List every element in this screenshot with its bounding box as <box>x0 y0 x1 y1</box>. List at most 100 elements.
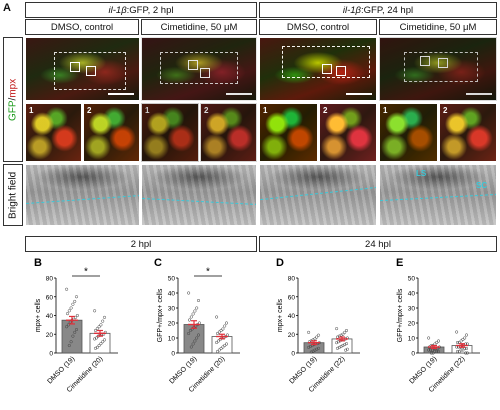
data-point <box>101 319 105 323</box>
data-point <box>315 347 319 351</box>
lesion-outline <box>260 186 376 201</box>
data-point <box>435 349 439 354</box>
condition-header: Cimetidine, 50 μM <box>379 19 497 35</box>
data-point <box>97 325 101 329</box>
roi-box <box>160 52 238 84</box>
data-point <box>73 330 77 334</box>
data-point <box>464 346 469 351</box>
data-point <box>311 349 315 353</box>
y-axis-label: GFP+/mpx+ cells <box>397 288 404 342</box>
zoom-box <box>322 64 332 74</box>
data-point <box>216 339 220 343</box>
micrograph-zoom: 1 <box>379 103 438 162</box>
zoom-number: 1 <box>29 106 34 115</box>
roi-box <box>282 46 370 78</box>
y-axis-label: mpx+ cells <box>35 298 42 332</box>
y-tick-label: 40 <box>408 291 416 298</box>
y-tick-label: 40 <box>288 313 296 320</box>
data-point <box>429 351 433 355</box>
data-point <box>99 342 103 346</box>
gene-name: il-1β <box>108 4 127 16</box>
data-point <box>464 333 469 337</box>
scale-bar <box>226 93 252 95</box>
y-tick-label: 40 <box>46 313 54 320</box>
zoom-box <box>420 56 430 66</box>
y-tick-label: 30 <box>408 306 416 313</box>
micrograph-zoom: 2 <box>200 103 257 162</box>
data-point <box>75 313 79 318</box>
data-point <box>307 345 311 349</box>
data-point <box>94 336 98 340</box>
y-tick-label: 60 <box>288 294 296 301</box>
data-point <box>465 351 469 355</box>
data-point <box>339 344 343 348</box>
data-point <box>93 346 98 350</box>
data-point <box>69 306 73 310</box>
panel-a-label: A <box>3 2 11 14</box>
data-point <box>455 330 459 334</box>
data-point <box>65 325 69 329</box>
zoom-box <box>188 60 198 70</box>
y-tick-label: 40 <box>168 291 176 298</box>
data-point <box>344 328 349 333</box>
data-point <box>69 340 73 344</box>
data-point <box>191 312 195 316</box>
y-tick-label: 20 <box>408 321 416 328</box>
micrograph-overview <box>379 37 497 101</box>
data-point <box>336 340 340 344</box>
y-axis-label: GFP+/mpx+ cells <box>157 288 164 342</box>
data-point <box>344 342 349 346</box>
data-point <box>341 332 345 336</box>
data-point <box>193 339 197 343</box>
data-point <box>196 298 201 303</box>
data-point <box>308 344 312 348</box>
data-point <box>102 338 107 342</box>
condition-header: DMSO, control <box>259 19 377 35</box>
y-label-suffix: + cells <box>277 298 284 319</box>
data-point <box>99 323 103 327</box>
micrograph-brightfield <box>259 164 377 226</box>
data-point <box>315 335 319 339</box>
zoom-box <box>86 66 96 76</box>
data-point <box>455 340 460 345</box>
zoom-number: 1 <box>145 106 150 115</box>
y-axis-label: mpx+ cells <box>277 298 284 332</box>
scale-bar <box>466 93 492 95</box>
panel-label: C <box>154 258 162 269</box>
micrograph-zoom: 2 <box>83 103 140 162</box>
condition-header: Cimetidine, 50 μM <box>141 19 257 35</box>
zoom-number: 2 <box>443 106 448 115</box>
data-point <box>219 328 223 333</box>
category-label: DMSO (19) <box>46 355 76 385</box>
data-point <box>455 349 460 354</box>
data-point <box>461 337 465 342</box>
gene-suffix: :GFP, 24 hpl <box>361 4 414 16</box>
condition-header: DMSO, control <box>25 19 139 35</box>
data-point <box>215 349 220 354</box>
micrograph-overview <box>141 37 257 101</box>
row-label-fluorescence: GFP/mpx <box>3 37 23 162</box>
data-point <box>188 328 192 333</box>
data-point <box>66 323 70 327</box>
y-tick-label: 0 <box>171 351 175 358</box>
data-point <box>457 349 461 354</box>
micrograph-brightfield <box>25 164 140 226</box>
micrograph-zoom: 1 <box>259 103 318 162</box>
data-point <box>224 321 229 325</box>
zoom-box <box>336 66 346 76</box>
micrograph-zoom: 1 <box>25 103 82 162</box>
roi-box <box>404 52 478 82</box>
y-tick-label: 20 <box>46 332 54 339</box>
data-point <box>93 337 97 341</box>
data-point <box>344 348 348 352</box>
micrograph-zoom: 2 <box>319 103 377 162</box>
data-point <box>196 333 201 337</box>
sc-annotation: SC <box>476 181 488 190</box>
col-group-header-24hpl: il-1β:GFP, 24 hpl <box>259 2 497 18</box>
data-point <box>464 351 468 355</box>
y-tick-label: 20 <box>168 321 176 328</box>
data-point <box>191 342 195 346</box>
zoom-box <box>438 58 448 68</box>
y-tick-label: 0 <box>291 351 295 358</box>
data-point <box>433 349 437 354</box>
